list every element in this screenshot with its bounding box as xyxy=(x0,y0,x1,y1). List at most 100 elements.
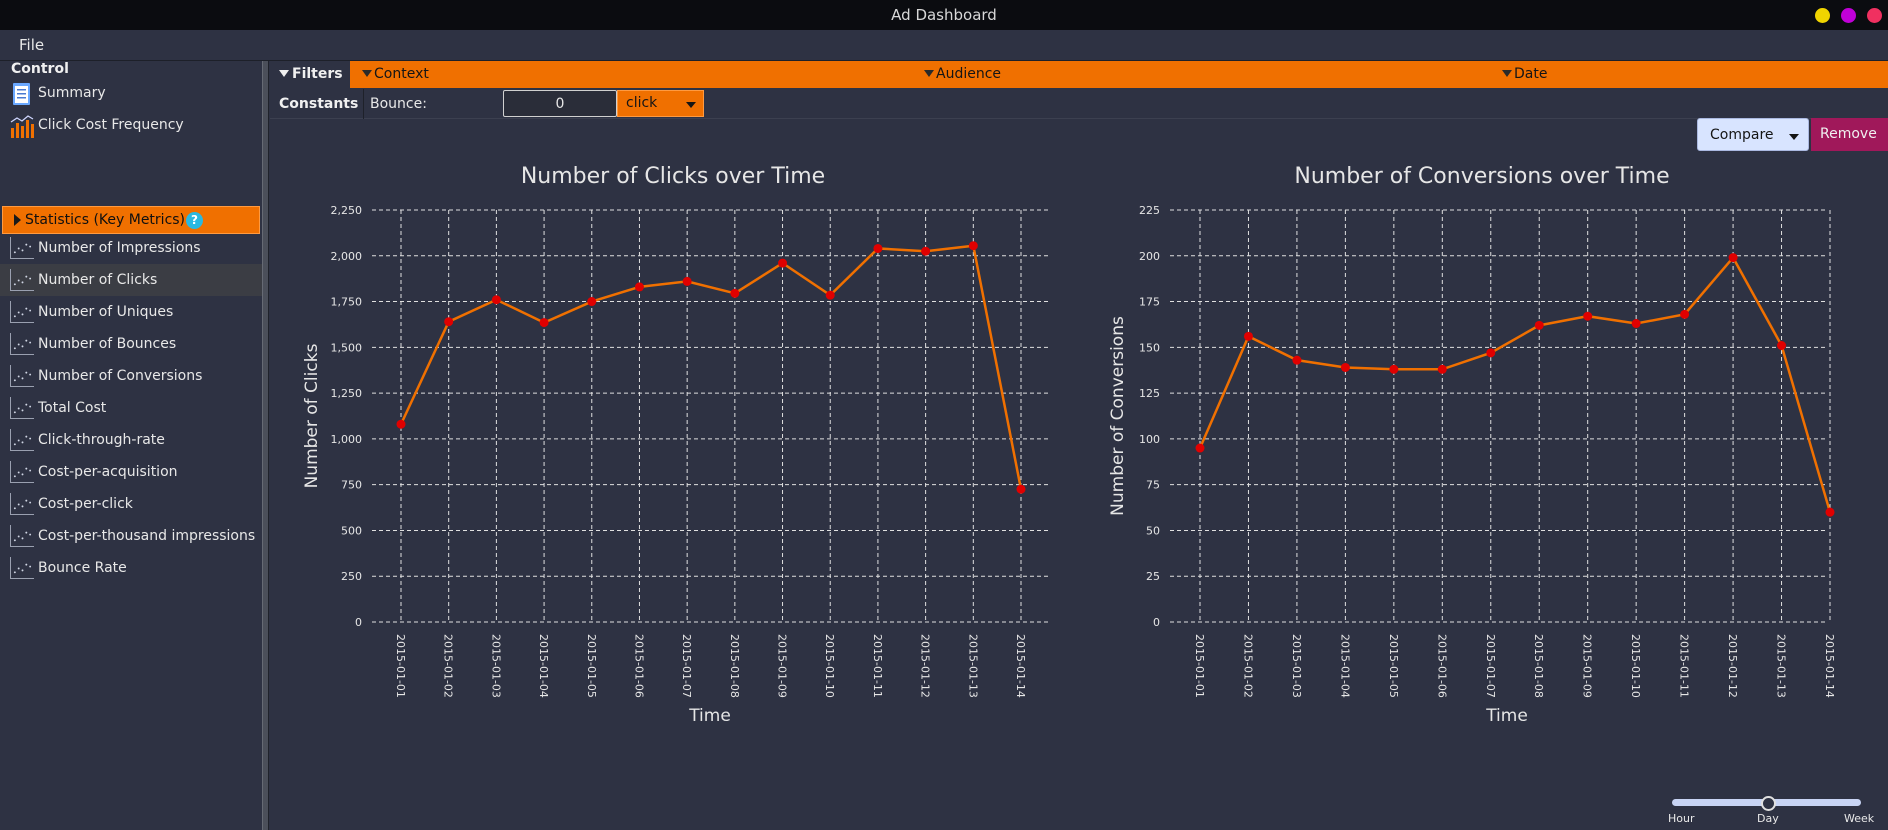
filter-tab-label: Date xyxy=(1514,66,1548,82)
x-tick-label: 2015-01-11 xyxy=(871,634,884,698)
filters-bar: Filters Context Audience Date xyxy=(270,61,1888,88)
divider xyxy=(363,89,364,119)
x-tick-label: 2015-01-04 xyxy=(1338,634,1351,698)
bounce-unit-value: click xyxy=(626,95,658,111)
filter-tab-label: Context xyxy=(374,66,429,82)
minimize-button[interactable] xyxy=(1815,8,1830,23)
slider-label-day: Day xyxy=(1757,812,1779,825)
metric-item[interactable]: Number of Uniques xyxy=(0,296,262,328)
y-tick-label: 1,000 xyxy=(331,433,363,446)
x-tick-label: 2015-01-13 xyxy=(966,634,979,698)
control-item-label: Summary xyxy=(38,85,106,101)
maximize-button[interactable] xyxy=(1841,8,1856,23)
control-item-click-cost-frequency[interactable]: Click Cost Frequency xyxy=(0,111,262,141)
sidebar-splitter[interactable] xyxy=(262,61,269,830)
statistics-header-label: Statistics (Key Metrics) xyxy=(25,212,186,228)
granularity-slider[interactable]: Hour Day Week xyxy=(1668,796,1874,830)
bounce-unit-select[interactable]: click xyxy=(617,90,704,117)
metric-item[interactable]: Cost-per-thousand impressions xyxy=(0,520,262,552)
statistics-header[interactable]: Statistics (Key Metrics) ? xyxy=(2,206,260,234)
x-tick-label: 2015-01-01 xyxy=(394,634,407,698)
metric-item[interactable]: Total Cost xyxy=(0,392,262,424)
y-tick-label: 125 xyxy=(1139,387,1160,400)
metric-item-label: Cost-per-thousand impressions xyxy=(38,528,256,544)
metric-item[interactable]: Bounce Rate xyxy=(0,552,262,584)
y-axis-title: Number of Conversions xyxy=(1108,316,1128,516)
data-point xyxy=(1777,341,1787,351)
filter-tab-context[interactable]: Context xyxy=(360,61,920,88)
x-tick-label: 2015-01-08 xyxy=(728,634,741,698)
metric-item[interactable]: Cost-per-acquisition xyxy=(0,456,262,488)
data-point xyxy=(682,276,692,286)
bar-chart-icon xyxy=(10,115,34,138)
x-tick-label: 2015-01-14 xyxy=(1014,634,1027,698)
x-tick-label: 2015-01-07 xyxy=(1484,634,1497,698)
y-tick-label: 175 xyxy=(1139,296,1160,309)
bounce-input[interactable] xyxy=(503,90,617,117)
slider-thumb[interactable] xyxy=(1761,796,1776,811)
line-chart-icon xyxy=(10,493,34,515)
data-point xyxy=(1583,311,1593,321)
data-point xyxy=(1728,253,1738,263)
x-axis-title: Time xyxy=(688,706,731,726)
x-tick-label: 2015-01-10 xyxy=(823,634,836,698)
compare-button[interactable]: Compare xyxy=(1697,118,1809,151)
x-tick-label: 2015-01-07 xyxy=(680,634,693,698)
x-tick-label: 2015-01-13 xyxy=(1775,634,1788,698)
data-point xyxy=(491,295,501,305)
data-point xyxy=(1292,355,1302,365)
x-tick-label: 2015-01-01 xyxy=(1193,634,1206,698)
close-button[interactable] xyxy=(1867,8,1882,23)
data-point xyxy=(1016,484,1026,494)
metric-item[interactable]: Number of Clicks xyxy=(0,264,262,296)
x-tick-label: 2015-01-08 xyxy=(1532,634,1545,698)
y-tick-label: 150 xyxy=(1139,341,1160,354)
metric-item[interactable]: Click-through-rate xyxy=(0,424,262,456)
data-point xyxy=(1195,443,1205,453)
chevron-down-icon xyxy=(686,102,696,108)
filter-tab-date[interactable]: Date xyxy=(1500,61,1888,88)
y-tick-label: 225 xyxy=(1139,204,1160,217)
metric-item-label: Bounce Rate xyxy=(38,560,127,576)
x-tick-label: 2015-01-02 xyxy=(1241,634,1254,698)
line-chart-icon xyxy=(10,301,34,323)
metric-item[interactable]: Number of Conversions xyxy=(0,360,262,392)
y-tick-label: 250 xyxy=(341,570,362,583)
metric-item[interactable]: Number of Impressions xyxy=(0,232,262,264)
x-tick-label: 2015-01-03 xyxy=(489,634,502,698)
data-point xyxy=(825,290,835,300)
data-point xyxy=(539,318,549,328)
y-tick-label: 25 xyxy=(1146,570,1160,583)
control-item-summary[interactable]: Summary xyxy=(0,79,262,109)
line-chart-icon xyxy=(10,269,34,291)
x-tick-label: 2015-01-12 xyxy=(919,634,932,698)
x-tick-label: 2015-01-04 xyxy=(537,634,550,698)
data-point xyxy=(1340,362,1350,372)
y-tick-label: 0 xyxy=(1153,616,1160,629)
data-point xyxy=(444,317,454,327)
metric-item[interactable]: Number of Bounces xyxy=(0,328,262,360)
data-point xyxy=(1243,331,1253,341)
remove-button[interactable]: Remove xyxy=(1811,118,1888,151)
data-point xyxy=(730,288,740,298)
x-tick-label: 2015-01-09 xyxy=(776,634,789,698)
dropdown-triangle-icon xyxy=(1502,70,1512,77)
metric-item[interactable]: Cost-per-click xyxy=(0,488,262,520)
y-tick-label: 500 xyxy=(341,524,362,537)
series-line xyxy=(399,244,1023,490)
control-item-label: Click Cost Frequency xyxy=(38,117,184,133)
data-point xyxy=(1389,364,1399,374)
y-tick-label: 50 xyxy=(1146,524,1160,537)
filter-tab-audience[interactable]: Audience xyxy=(922,61,1498,88)
menu-file[interactable]: File xyxy=(19,36,45,54)
metric-item-label: Number of Impressions xyxy=(38,240,201,256)
window-title: Ad Dashboard xyxy=(891,6,997,24)
data-point xyxy=(1680,309,1690,319)
metric-item-label: Number of Uniques xyxy=(38,304,174,320)
data-point xyxy=(1534,320,1544,330)
metric-item-label: Number of Clicks xyxy=(38,272,158,288)
data-point xyxy=(1631,319,1641,329)
metric-item-label: Cost-per-click xyxy=(38,496,133,512)
help-icon[interactable]: ? xyxy=(186,212,203,229)
constants-bar: Constants Bounce: click xyxy=(270,89,1888,119)
